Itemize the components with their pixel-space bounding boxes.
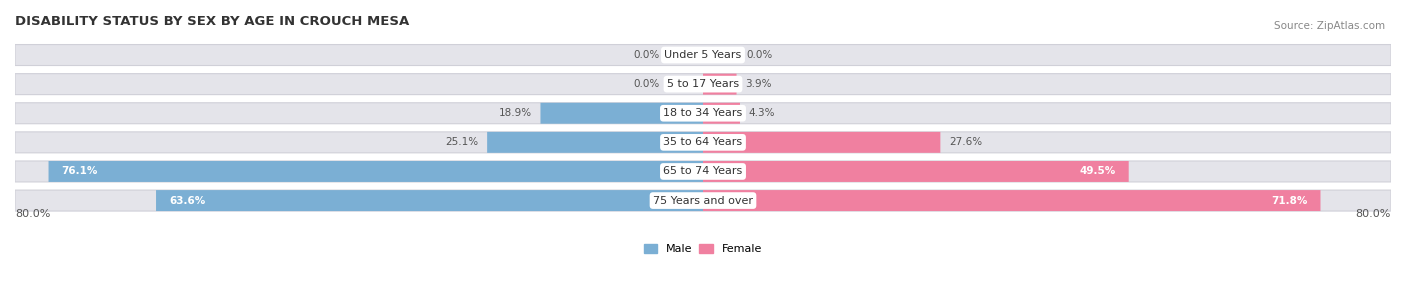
FancyBboxPatch shape <box>15 132 1391 153</box>
FancyBboxPatch shape <box>15 74 1391 95</box>
Text: 5 to 17 Years: 5 to 17 Years <box>666 79 740 89</box>
Text: 65 to 74 Years: 65 to 74 Years <box>664 167 742 177</box>
Text: 25.1%: 25.1% <box>446 137 478 147</box>
FancyBboxPatch shape <box>703 132 941 153</box>
Text: 49.5%: 49.5% <box>1080 167 1116 177</box>
FancyBboxPatch shape <box>703 161 1129 182</box>
Text: 18 to 34 Years: 18 to 34 Years <box>664 108 742 118</box>
Text: 75 Years and over: 75 Years and over <box>652 196 754 206</box>
FancyBboxPatch shape <box>703 190 1320 211</box>
FancyBboxPatch shape <box>15 190 1391 211</box>
Text: 80.0%: 80.0% <box>1355 209 1391 219</box>
FancyBboxPatch shape <box>703 103 740 124</box>
FancyBboxPatch shape <box>15 45 1391 66</box>
Text: 71.8%: 71.8% <box>1271 196 1308 206</box>
FancyBboxPatch shape <box>15 103 1391 124</box>
Text: 35 to 64 Years: 35 to 64 Years <box>664 137 742 147</box>
FancyBboxPatch shape <box>156 190 703 211</box>
Text: 18.9%: 18.9% <box>499 108 531 118</box>
Text: DISABILITY STATUS BY SEX BY AGE IN CROUCH MESA: DISABILITY STATUS BY SEX BY AGE IN CROUC… <box>15 15 409 28</box>
Text: 0.0%: 0.0% <box>634 79 659 89</box>
FancyBboxPatch shape <box>486 132 703 153</box>
FancyBboxPatch shape <box>703 74 737 95</box>
Text: Under 5 Years: Under 5 Years <box>665 50 741 60</box>
Text: 63.6%: 63.6% <box>169 196 205 206</box>
Text: 4.3%: 4.3% <box>748 108 775 118</box>
FancyBboxPatch shape <box>540 103 703 124</box>
Text: Source: ZipAtlas.com: Source: ZipAtlas.com <box>1274 21 1385 31</box>
Legend: Male, Female: Male, Female <box>644 244 762 254</box>
Text: 76.1%: 76.1% <box>62 167 98 177</box>
Text: 80.0%: 80.0% <box>15 209 51 219</box>
Text: 0.0%: 0.0% <box>747 50 772 60</box>
Text: 0.0%: 0.0% <box>634 50 659 60</box>
FancyBboxPatch shape <box>49 161 703 182</box>
Text: 3.9%: 3.9% <box>745 79 772 89</box>
FancyBboxPatch shape <box>15 161 1391 182</box>
Text: 27.6%: 27.6% <box>949 137 981 147</box>
